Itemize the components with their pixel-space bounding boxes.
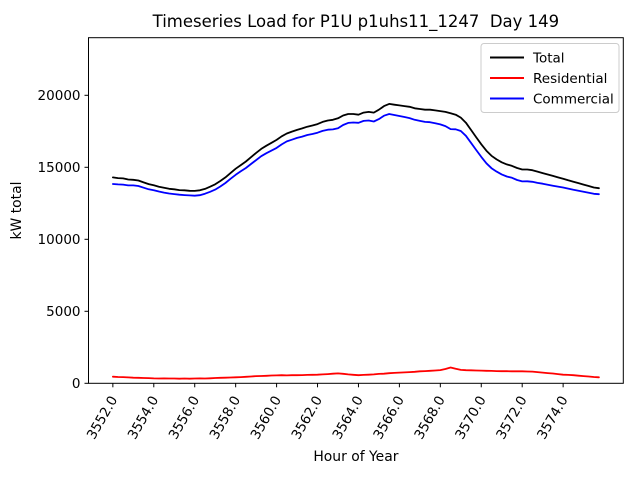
x-tick-label: 3554.0 [125, 393, 162, 442]
x-tick-label: 3572.0 [493, 393, 530, 442]
legend-label-commercial: Commercial [533, 91, 614, 107]
y-axis-label: kW total [9, 182, 25, 240]
legend-label-residential: Residential [533, 71, 607, 87]
y-tick-label: 10000 [38, 232, 81, 248]
x-tick-label: 3564.0 [329, 393, 366, 442]
legend-box [480, 43, 620, 113]
series-line-total [112, 103, 600, 192]
x-tick-label: 3570.0 [452, 393, 489, 442]
y-tick-label: 5000 [46, 304, 80, 320]
x-tick-label: 3562.0 [289, 393, 326, 442]
x-tick-label: 3568.0 [411, 393, 448, 442]
x-tick-label: 3574.0 [534, 393, 571, 442]
y-tick-label: 20000 [38, 88, 81, 104]
chart-title: Timeseries Load for P1U p1uhs11_1247 Day… [152, 12, 560, 32]
x-tick-label: 3556.0 [166, 393, 203, 442]
series-line-commercial [112, 113, 600, 197]
x-tick-label: 3558.0 [207, 393, 244, 442]
series-line-residential [112, 366, 600, 380]
x-tick-label: 3552.0 [84, 393, 121, 442]
plot-border [88, 37, 624, 384]
legend: Total Residential Commercial [480, 43, 620, 113]
x-axis-label: Hour of Year [313, 449, 398, 465]
y-tick-label: 15000 [38, 160, 81, 176]
y-tick-label: 0 [72, 376, 81, 392]
x-tick-label: 3560.0 [248, 393, 285, 442]
x-tick-label: 3566.0 [370, 393, 407, 442]
legend-label-total: Total [532, 50, 565, 66]
